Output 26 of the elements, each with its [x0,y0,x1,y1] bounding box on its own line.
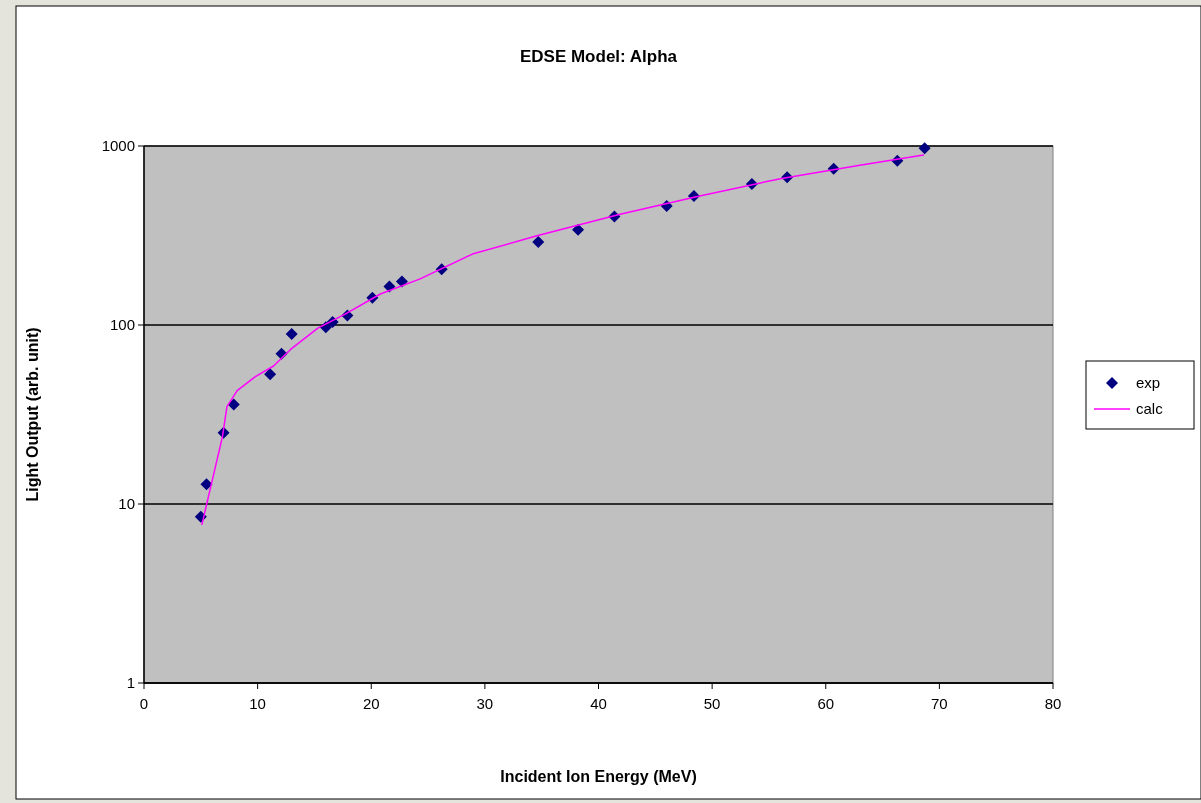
point [572,223,585,236]
x-tick-label: 60 [817,695,835,712]
point [395,275,408,288]
x-tick-label: 10 [249,695,266,712]
point [264,368,277,381]
point [532,235,545,248]
x-tick-label: 0 [139,695,149,712]
y-tick-label: 1 [126,674,135,692]
y-axis-title: Light Output (arb. unit) [24,327,41,502]
y-tick-label: 10 [118,495,135,513]
x-tick-label: 80 [1044,695,1062,712]
x-tick-label: 30 [476,695,494,712]
x-tick-label: 50 [703,695,721,712]
x-axis-title: Incident Ion Energy (MeV) [500,768,697,785]
x-tick-label: 40 [590,695,607,712]
point [200,478,213,491]
point [285,328,298,341]
point [918,142,931,155]
chart-title: EDSE Model: Alpha [519,47,678,66]
x-tick-label: 20 [362,695,380,712]
legend-label: exp [1136,374,1161,392]
y-tick-label: 100 [109,316,135,334]
y-tick-label: 1000 [101,137,135,155]
point [227,398,240,411]
legend-label: calc [1136,400,1164,418]
x-tick-label: 70 [931,695,948,712]
